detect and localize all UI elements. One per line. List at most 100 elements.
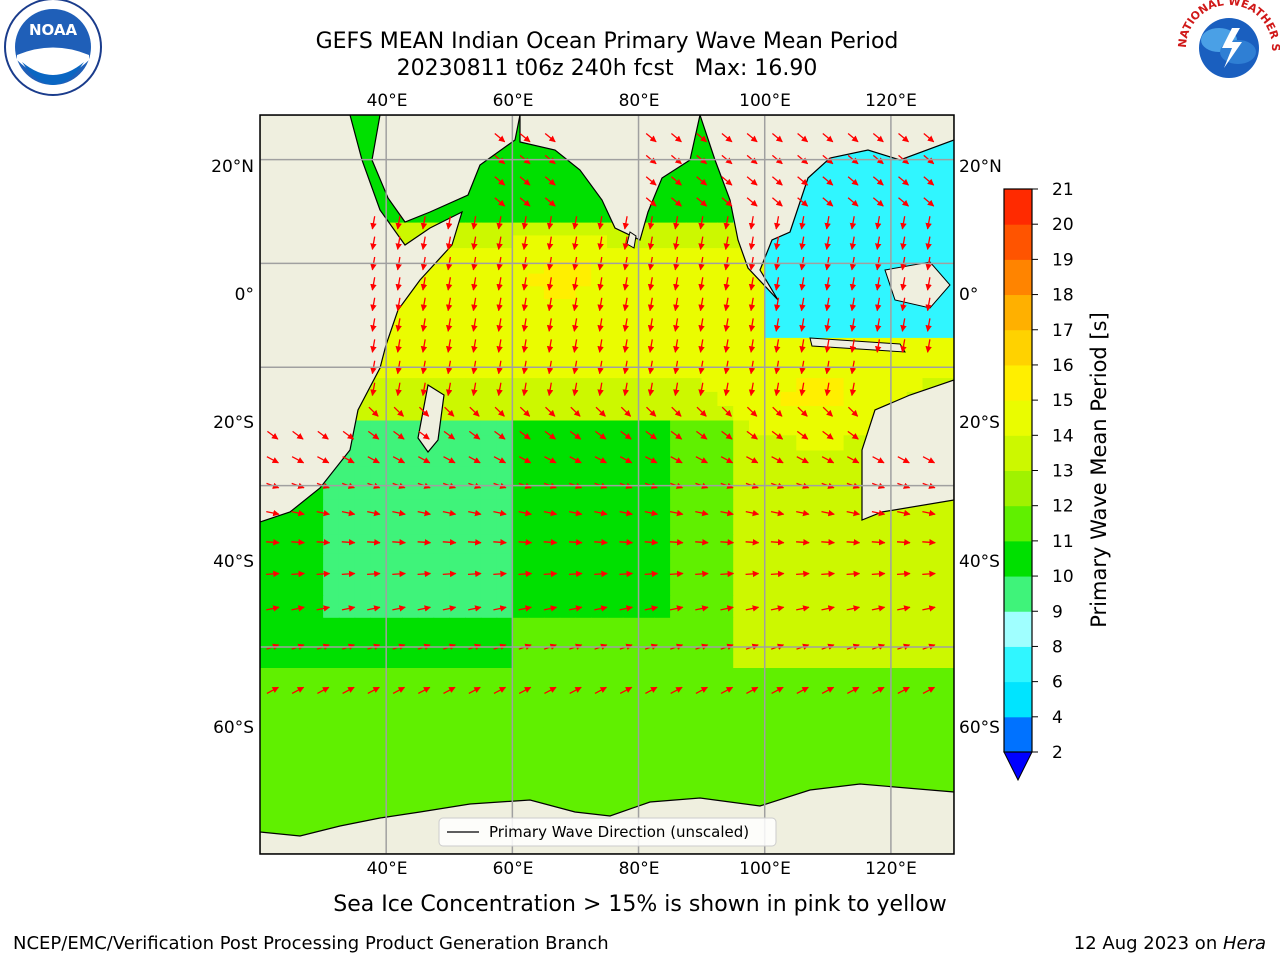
period-cell	[812, 273, 829, 287]
period-cell	[796, 727, 813, 763]
period-cell	[906, 642, 924, 669]
wave-direction-arrow	[420, 339, 428, 353]
period-cell	[654, 324, 671, 339]
period-cell	[275, 595, 293, 619]
wave-direction-arrow	[799, 216, 806, 230]
period-cell	[827, 499, 845, 518]
period-cell	[859, 516, 876, 536]
wave-direction-arrow	[849, 318, 857, 332]
period-cell	[291, 553, 308, 575]
period-cell	[812, 378, 829, 393]
footer-date: 12 Aug 2023 on Hera	[1074, 933, 1266, 954]
period-cell	[575, 183, 592, 198]
period-cell	[938, 351, 954, 366]
period-cell	[654, 273, 671, 287]
period-cell	[575, 286, 592, 300]
period-cell	[480, 391, 498, 407]
wave-direction-arrow	[720, 509, 734, 517]
period-cell	[843, 378, 860, 393]
period-cell	[402, 351, 419, 366]
period-cell	[465, 553, 482, 575]
wave-direction-arrow	[644, 570, 659, 578]
wave-direction-arrow	[393, 430, 405, 440]
wave-direction-arrow	[367, 430, 380, 440]
period-cell	[528, 553, 545, 575]
india-land	[519, 115, 701, 241]
period-cell	[701, 273, 718, 287]
wave-direction-arrow	[445, 216, 453, 230]
period-cell	[307, 595, 324, 619]
wave-direction-arrow	[847, 430, 859, 440]
period-cell	[622, 420, 640, 436]
period-cell	[575, 351, 592, 366]
period-cell	[796, 534, 813, 555]
period-cell	[638, 516, 655, 536]
period-cell	[291, 761, 308, 801]
period-cell	[749, 420, 766, 436]
period-cell	[559, 324, 577, 339]
wave-direction-arrow	[669, 539, 684, 546]
wave-direction-arrow	[291, 605, 305, 612]
period-cell	[906, 378, 924, 393]
period-cell	[780, 617, 797, 643]
period-cell	[875, 311, 892, 326]
wave-direction-arrow	[874, 339, 882, 353]
wave-direction-arrow	[521, 339, 529, 353]
period-cell	[291, 534, 308, 555]
wave-direction-arrow	[799, 382, 806, 397]
wave-direction-arrow	[871, 570, 886, 578]
map-legend: Primary Wave Direction (unscaled)	[438, 817, 777, 847]
period-cell	[875, 351, 892, 366]
wave-direction-arrow	[493, 605, 507, 612]
wave-direction-arrow	[900, 339, 907, 353]
wave-direction-arrow	[824, 297, 831, 312]
period-cell	[591, 573, 608, 596]
wave-direction-arrow	[923, 197, 935, 207]
period-cell	[890, 378, 908, 393]
period-cell	[859, 235, 876, 249]
period-cell	[827, 183, 845, 198]
period-cell	[859, 311, 876, 326]
period-cell	[701, 351, 718, 366]
period-cell	[701, 248, 718, 262]
lon-label-top-100e: 100°E	[739, 91, 791, 111]
period-cell	[638, 534, 655, 555]
period-cell	[717, 435, 734, 452]
colorbar-block	[1004, 540, 1032, 577]
period-cell	[512, 248, 529, 262]
period-cell	[749, 435, 766, 452]
period-cell	[622, 311, 640, 326]
period-cell	[575, 617, 592, 643]
period-cell	[938, 196, 954, 211]
period-cell	[796, 450, 813, 467]
wave-direction-arrow	[543, 539, 558, 546]
wave-direction-arrow	[898, 176, 910, 186]
period-cell	[575, 450, 592, 467]
period-cell	[922, 364, 939, 379]
wave-direction-arrow	[572, 382, 579, 397]
period-cell	[402, 324, 419, 339]
period-cell	[733, 516, 750, 536]
period-cell	[559, 286, 577, 300]
period-cell	[386, 573, 403, 596]
period-cell	[512, 351, 529, 366]
period-cell	[575, 668, 592, 697]
colorbar-tick-label: 16	[1052, 356, 1074, 376]
period-cell	[433, 595, 450, 619]
wave-direction-arrow	[923, 176, 935, 186]
period-cell	[812, 435, 829, 452]
wave-direction-arrow	[316, 509, 331, 517]
wave-direction-arrow	[846, 509, 861, 517]
wave-direction-arrow	[568, 605, 583, 612]
period-cell	[717, 696, 734, 728]
period-cell	[733, 286, 750, 300]
period-cell	[575, 391, 592, 407]
period-cell	[622, 435, 640, 452]
period-cell	[843, 534, 860, 555]
colorbar-under-arrow	[1003, 751, 1033, 782]
period-cell	[780, 351, 797, 366]
period-cell	[670, 435, 687, 452]
period-cell	[875, 534, 892, 555]
period-cell	[701, 534, 718, 555]
